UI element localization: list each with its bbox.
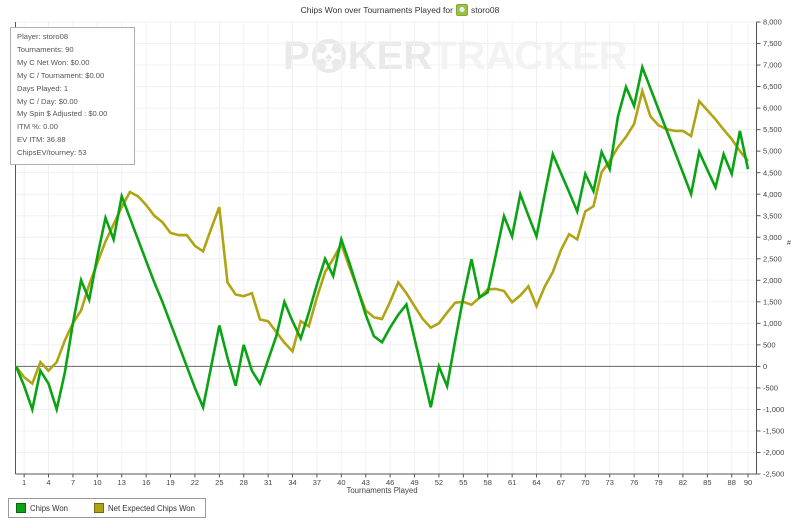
stat-line: Player: storo08 bbox=[17, 32, 69, 41]
y-axis-unit-glyph: # bbox=[787, 240, 791, 247]
svg-text:85: 85 bbox=[703, 478, 711, 487]
svg-text:37: 37 bbox=[313, 478, 321, 487]
series-line-net-expected-chips-won bbox=[14, 86, 750, 386]
svg-text:70: 70 bbox=[581, 478, 589, 487]
svg-text:7,500: 7,500 bbox=[763, 39, 782, 48]
chart-title-text: Chips Won over Tournaments Played for bbox=[300, 5, 453, 15]
legend-label: Net Expected Chips Won bbox=[108, 503, 195, 513]
svg-text:6,500: 6,500 bbox=[763, 82, 782, 91]
stat-line: ChipsEV/tourney: 53 bbox=[17, 148, 87, 158]
stat-line: My C / Day: $0.00 bbox=[17, 96, 78, 106]
legend-swatch-icon bbox=[16, 503, 26, 513]
svg-text:4: 4 bbox=[46, 478, 50, 487]
svg-text:64: 64 bbox=[532, 478, 540, 487]
svg-text:7,000: 7,000 bbox=[763, 61, 782, 70]
svg-text:4,000: 4,000 bbox=[763, 190, 782, 199]
stat-line: Tournaments: 90 bbox=[17, 44, 74, 54]
svg-text:1,500: 1,500 bbox=[763, 297, 782, 306]
svg-text:1: 1 bbox=[22, 478, 26, 487]
svg-text:28: 28 bbox=[240, 478, 248, 487]
svg-text:25: 25 bbox=[215, 478, 223, 487]
stats-panel: Player: storo08 Tournaments: 90 My C Net W… bbox=[10, 27, 135, 166]
svg-text:49: 49 bbox=[410, 478, 418, 487]
page-title: Chips Won over Tournaments Played for st… bbox=[0, 3, 800, 17]
watermark-tracker: TRACKER bbox=[432, 33, 628, 78]
svg-text:-500: -500 bbox=[763, 384, 778, 393]
chart-legend: Chips Won Net Expected Chips Won bbox=[8, 498, 206, 518]
series-line-chips-won bbox=[14, 62, 750, 415]
svg-text:58: 58 bbox=[484, 478, 492, 487]
svg-text:5,500: 5,500 bbox=[763, 125, 782, 134]
legend-swatch-icon bbox=[94, 503, 104, 513]
stat-line: EV ITM: 36.88 bbox=[17, 135, 66, 145]
svg-text:40: 40 bbox=[337, 478, 345, 487]
svg-text:90: 90 bbox=[744, 478, 752, 487]
svg-text:8,000: 8,000 bbox=[763, 18, 782, 27]
svg-text:-1,000: -1,000 bbox=[763, 405, 784, 414]
svg-text:55: 55 bbox=[459, 478, 467, 487]
svg-text:1,000: 1,000 bbox=[763, 319, 782, 328]
svg-text:88: 88 bbox=[728, 478, 736, 487]
svg-text:19: 19 bbox=[166, 478, 174, 487]
svg-text:3,500: 3,500 bbox=[763, 211, 782, 220]
legend-item: Net Expected Chips Won bbox=[94, 503, 195, 513]
svg-text:79: 79 bbox=[654, 478, 662, 487]
legend-label: Chips Won bbox=[30, 503, 68, 513]
svg-text:73: 73 bbox=[606, 478, 614, 487]
svg-text:34: 34 bbox=[288, 478, 296, 487]
svg-text:-2,000: -2,000 bbox=[763, 448, 784, 457]
stat-line: Days Played: 1 bbox=[17, 83, 69, 93]
svg-text:61: 61 bbox=[508, 478, 516, 487]
chart-title-player: storo08 bbox=[470, 5, 500, 15]
svg-text:76: 76 bbox=[630, 478, 638, 487]
svg-text:43: 43 bbox=[362, 478, 370, 487]
stat-line: My C / Tournament: $0.00 bbox=[17, 70, 105, 80]
stat-line: ITM %: 0.00 bbox=[17, 122, 58, 132]
svg-text:2,500: 2,500 bbox=[763, 254, 782, 263]
svg-text:6,000: 6,000 bbox=[763, 104, 782, 113]
svg-text:67: 67 bbox=[557, 478, 565, 487]
svg-text:0: 0 bbox=[763, 362, 767, 371]
player-avatar-icon bbox=[455, 4, 468, 16]
stat-line: My Spin $ Adjusted : $0.00 bbox=[17, 109, 108, 119]
svg-text:2,000: 2,000 bbox=[763, 276, 782, 285]
svg-text:10: 10 bbox=[93, 478, 101, 487]
svg-text:500: 500 bbox=[763, 340, 776, 349]
x-axis-title: Tournaments Played bbox=[346, 486, 418, 495]
svg-text:7: 7 bbox=[71, 478, 75, 487]
svg-text:-1,500: -1,500 bbox=[763, 427, 784, 436]
svg-text:16: 16 bbox=[142, 478, 150, 487]
spade-icon: ♠ bbox=[325, 48, 333, 64]
svg-text:4,500: 4,500 bbox=[763, 168, 782, 177]
legend-item: Chips Won bbox=[16, 503, 68, 513]
svg-text:13: 13 bbox=[118, 478, 126, 487]
svg-text:22: 22 bbox=[191, 478, 199, 487]
svg-text:31: 31 bbox=[264, 478, 272, 487]
stat-line: My C Net Won: $0.00 bbox=[17, 57, 90, 67]
svg-text:82: 82 bbox=[679, 478, 687, 487]
svg-text:52: 52 bbox=[435, 478, 443, 487]
svg-text:3,000: 3,000 bbox=[763, 233, 782, 242]
watermark-p: P bbox=[283, 33, 310, 78]
svg-text:5,000: 5,000 bbox=[763, 147, 782, 156]
svg-text:-2,500: -2,500 bbox=[763, 470, 784, 479]
svg-text:46: 46 bbox=[386, 478, 394, 487]
